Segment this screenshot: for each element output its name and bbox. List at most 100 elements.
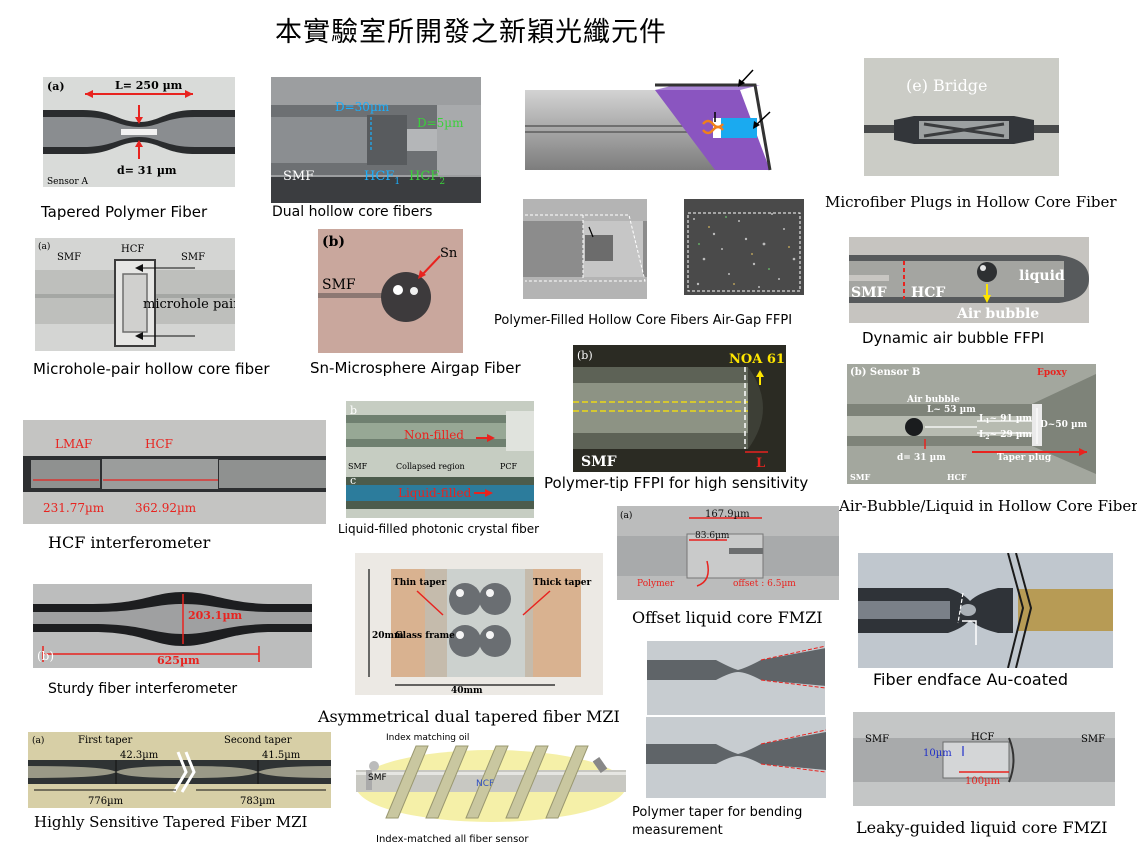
caption-dual-hollow: Dual hollow core fibers <box>272 204 433 220</box>
smf-right-label: SMF <box>1081 734 1105 745</box>
caption-hcf-interferometer: HCF interferometer <box>48 533 211 552</box>
smf-label: SMF <box>850 472 871 482</box>
polymer-label: Polymer <box>637 579 675 589</box>
epoxy-label: Epoxy <box>1037 368 1068 378</box>
smf-left-label: SMF <box>57 252 81 263</box>
width-label: 40mm <box>451 686 483 695</box>
glass-frame-label: Glass frame <box>395 631 455 641</box>
page-title: 本實驗室所開發之新穎光纖元件 <box>275 17 667 48</box>
fiber-endface-image <box>858 553 1113 668</box>
len1-label: 167.9µm <box>705 509 750 520</box>
bubble-label: Air bubble <box>956 306 1039 322</box>
panel-b-label: b <box>350 404 357 417</box>
d5-label: D=5µm <box>417 116 464 130</box>
smf-label: SMF <box>368 773 387 783</box>
hcf-label: HCF <box>971 732 994 743</box>
caption-leaky-guided: Leaky-guided liquid core FMZI <box>856 818 1108 837</box>
caption-offset-liquid: Offset liquid core FMZI <box>632 608 823 627</box>
bubble-label: Air bubble <box>906 395 960 405</box>
smf-label: SMF <box>851 285 887 301</box>
bridge-label: (e) Bridge <box>906 76 988 95</box>
pcf-label: PCF <box>500 462 518 471</box>
caption-line: Polymer taper for bending <box>632 805 803 820</box>
collapsed-label: Collapsed region <box>396 462 465 471</box>
smf-label: SMF <box>283 169 314 184</box>
length-label: 625µm <box>157 654 200 667</box>
offset-liquid-image: (a) 167.9µm 83.6µm Polymer offset : 6.5µ… <box>617 506 839 600</box>
air-gap-photo <box>684 199 804 295</box>
smf-left-label: SMF <box>865 734 889 745</box>
height-label: 20mm <box>372 631 404 641</box>
d50-label: D~50 µm <box>1040 420 1088 430</box>
caption-index-matched: Index-matched all fiber sensor <box>376 834 529 845</box>
microhole-label: microhole pair <box>143 297 235 312</box>
hcf1-label: HCF1 <box>364 169 400 187</box>
smf-label: SMF <box>322 277 356 293</box>
caption-microfiber-plugs: Microfiber Plugs in Hollow Core Fiber <box>825 193 1117 211</box>
first-taper-label: First taper <box>78 735 133 746</box>
ncf-label: NCF <box>476 779 494 789</box>
d31-label: d= 31 µm <box>897 453 946 463</box>
diameter-label: d= 31 µm <box>117 164 177 177</box>
len2-label: 362.92µm <box>135 501 197 515</box>
panel-label: (a) <box>47 80 65 93</box>
tapered-polymer-image: (a) L= 250 µm d= 31 µm Sensor A <box>43 77 235 187</box>
oil-label: Index matching oil <box>386 733 469 743</box>
microfiber-plugs-image: (e) Bridge <box>864 58 1059 176</box>
len2-label: 83.6µm <box>695 531 730 541</box>
len2-label: 783µm <box>240 796 276 807</box>
caption-sturdy-fiber: Sturdy fiber interferometer <box>48 681 238 697</box>
caption-tapered-polymer: Tapered Polymer Fiber <box>41 203 208 221</box>
offset-label: offset : 6.5µm <box>733 579 796 589</box>
hcf-interferometer-image: LMAF HCF 231.77µm 362.92µm <box>23 420 326 524</box>
caption-fiber-endface: Fiber endface Au-coated <box>873 670 1068 689</box>
polymer-fill-drawing <box>525 60 785 190</box>
l53-label: L~ 53 µm <box>927 405 976 415</box>
length-label: 100µm <box>965 776 1001 787</box>
l-label: L <box>756 456 765 471</box>
asym-dual-taper-image: Thin taper Thick taper 20mm Glass frame … <box>355 553 603 695</box>
leaky-guided-image: SMF HCF SMF 10µm 100µm <box>853 712 1115 806</box>
panel-label: (b) <box>37 649 54 663</box>
second-taper-label: Second taper <box>224 735 292 746</box>
liquid-label: liquid <box>1019 268 1065 284</box>
caption-microhole-pair: Microhole-pair hollow core fiber <box>33 360 270 378</box>
taper-plug-label: Taper plug <box>997 453 1052 463</box>
air-bubble-liquid-image: (b) Sensor B Epoxy Air bubble L~ 53 µm L… <box>847 364 1096 484</box>
polymer-taper-image <box>646 640 826 798</box>
caption-polymer-taper: Polymer taper for bending measurement <box>632 804 802 840</box>
caption-liquid-pcf: Liquid-filled photonic crystal fiber <box>338 522 540 536</box>
caption-air-bubble-liquid: Air-Bubble/Liquid in Hollow Core Fiber <box>839 497 1137 515</box>
smf-label: SMF <box>581 454 617 470</box>
hcf-label: HCF <box>947 472 967 482</box>
hcf-label: HCF <box>145 437 173 451</box>
liquid-pcf-image: b Non-filled SMF Collapsed region PCF c … <box>346 401 534 518</box>
length-label: L= 250 µm <box>115 79 183 92</box>
hcf-label: HCF <box>911 285 945 301</box>
sensor-label: Sensor A <box>47 177 88 187</box>
panel-label: (a) <box>32 735 44 746</box>
len1-label: 231.77µm <box>43 501 105 515</box>
polymer-filled-photo <box>523 199 647 299</box>
caption-tapered-mzi: Highly Sensitive Tapered Fiber MZI <box>34 813 308 831</box>
waist2-label: 41.5µm <box>262 750 301 761</box>
smf-label: SMF <box>348 462 368 471</box>
panel-label: (b) <box>577 349 593 362</box>
caption-line: measurement <box>632 823 723 838</box>
liquidfilled-label: Liquid-filled <box>398 486 472 500</box>
panel-c-label: c <box>350 474 356 487</box>
caption-polymer-tip: Polymer-tip FFPI for high sensitivity <box>544 474 809 492</box>
sn-microsphere-image: (b) Sn SMF <box>318 229 463 353</box>
lmaf-label: LMAF <box>55 437 92 451</box>
caption-asym-dual-taper: Asymmetrical dual tapered fiber MZI <box>318 707 620 726</box>
dynamic-bubble-image: SMF HCF liquid Air bubble <box>849 237 1089 323</box>
l1-label: L1~ 91 µm <box>979 414 1032 425</box>
len1-label: 776µm <box>88 796 124 807</box>
hcf2-label: HCF2 <box>409 169 445 187</box>
smf-right-label: SMF <box>181 252 205 263</box>
caption-polymer-filled: Polymer-Filled Hollow Core Fibers Air-Ga… <box>494 313 793 328</box>
noa61-label: NOA 61 <box>729 352 785 367</box>
sn-label: Sn <box>440 246 458 261</box>
nonfilled-label: Non-filled <box>404 428 464 442</box>
microhole-pair-image: (a) SMF HCF SMF microhole pair <box>35 238 235 351</box>
